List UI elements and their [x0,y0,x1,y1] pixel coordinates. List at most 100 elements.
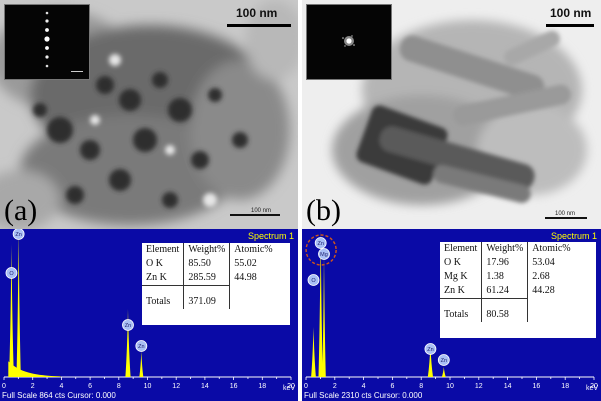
scale-label-a: 100 nm [236,6,278,20]
peak-label: O [9,271,14,277]
header-atomic: Atomic% [229,243,277,257]
panel-letter-a: (a) [4,194,38,227]
scale-label-b: 100 nm [550,6,592,20]
x-tick-label: 18 [561,383,569,390]
peak-label: Zn [427,347,433,353]
cell: 85.50 [183,257,230,271]
totals-label: Totals [440,298,482,322]
spectrum-plot-b: 0 2 4 6 8 10 12 14 16 18 20 Mg Zn O Zn Zn [304,229,598,390]
header-weight: Weight% [183,243,230,257]
peak-label: Zn [15,232,21,238]
cell: 1.38 [481,270,528,284]
small-scale-label-b: 100 nm [555,211,576,217]
peak-label-badge [318,248,330,260]
peak-label: O [311,278,316,284]
cell: 44.28 [527,284,575,299]
x-tick-label: 10 [446,383,454,390]
spectrum-peak [16,229,21,377]
table-row: Zn K 61.24 44.28 [440,284,575,299]
composition-table-b: Element Weight% Atomic% O K 17.96 53.04 … [440,242,596,338]
x-tick-label: 14 [201,383,209,390]
spectrum-peak [441,367,446,377]
cell: Zn K [444,285,465,296]
cell: 61.24 [481,284,528,299]
x-tick-label: 16 [230,383,238,390]
peak-label-badge [135,340,148,352]
x-tick-label: 2 [31,383,35,390]
panel-b: 100 nm 100 nm (b) 0 2 4 6 8 10 12 14 16 18 20 Mg Zn O… [302,0,601,401]
x-tick-label: 2 [333,383,337,390]
tem-micrograph-a [0,0,298,229]
x-tick-label: 18 [258,383,266,390]
spectrum-peak [322,253,326,377]
cell [229,285,277,309]
header-element: Element [146,244,180,255]
spectrum-peak [311,327,316,377]
table-row: O K 17.96 53.04 [440,256,575,270]
x-tick-label: 8 [419,383,423,390]
cell: 17.96 [481,256,528,270]
cell: Mg K [444,271,468,282]
table-header: Element Weight% Atomic% [142,243,277,257]
table-row: Mg K 1.38 2.68 [440,270,575,284]
scale-bar-a [227,24,291,27]
panel-letter-b: (b) [306,194,341,227]
header-weight: Weight% [481,242,528,256]
spectrum-peak [139,351,144,377]
spectrum-peak [427,345,434,377]
cell: Zn K [146,272,167,283]
x-tick-label: 12 [475,383,483,390]
panel-a: 100 nm 100 nm (a) 0 2 4 6 8 10 12 14 16 18 20 Zn O Zn… [0,0,298,401]
peak-label: Zn [125,323,131,329]
table-header: Element Weight% Atomic% [440,242,575,256]
spectrum-footer-b: Full Scale 2310 cts Cursor: 0.000 [304,391,423,400]
totals-label: Totals [142,285,184,309]
table-totals-row: Totals 80.58 [440,298,575,322]
table-totals-row: Totals 371.09 [142,285,277,309]
peak-label-badge [5,267,18,279]
totals-value: 80.58 [481,298,528,322]
x-tick-label: 4 [362,383,366,390]
x-tick-label: 16 [533,383,541,390]
peak-label: Zn [317,241,323,247]
small-scale-bar-a [230,214,280,216]
x-tick-label: 14 [504,383,512,390]
cell: O K [444,257,461,268]
table-row: O K 85.50 55.02 [142,257,277,271]
x-tick-label: 6 [390,383,394,390]
x-tick-label: 12 [172,383,180,390]
spectrum-footer-a: Full Scale 864 cts Cursor: 0.000 [2,391,116,400]
highlight-circle [305,234,337,266]
scale-bar-b [546,24,594,27]
peak-label-badge [12,229,25,240]
peak-label-badge [307,274,320,286]
cell: 285.59 [183,271,230,286]
peak-label: Zn [138,344,144,350]
tem-image-a: 100 nm 100 nm (a) [0,0,298,229]
x-tick-label: 6 [88,383,92,390]
composition-table-a: Element Weight% Atomic% O K 85.50 55.02 … [142,243,290,325]
spectrum-label-a: Spectrum 1 [247,231,294,241]
x-tick-label: 0 [2,383,6,390]
edx-spectrum-b: 0 2 4 6 8 10 12 14 16 18 20 Mg Zn O Zn Zn Spectrum 1 ke… [302,229,601,401]
cell [527,298,575,322]
cell: 2.68 [527,270,575,284]
peak-label: Mg [320,252,328,258]
cell: O K [146,258,163,269]
cell: 53.04 [527,256,575,270]
peak-label: Zn [441,358,447,364]
small-scale-bar-b [545,217,587,219]
peak-label-badge [437,354,450,366]
tem-image-b: 100 nm 100 nm (b) [302,0,601,229]
cell: 55.02 [229,257,277,271]
x-tick-label: 20 [287,383,295,390]
x-tick-label: 0 [304,383,308,390]
x-tick-label: 10 [144,383,152,390]
cell: 44.98 [229,271,277,286]
table-row: Zn K 285.59 44.98 [142,271,277,286]
unit-label-a: keV [282,385,295,392]
spectrum-peak [318,229,323,377]
diffraction-inset-b [306,4,392,80]
small-scale-label-a: 100 nm [251,208,272,214]
